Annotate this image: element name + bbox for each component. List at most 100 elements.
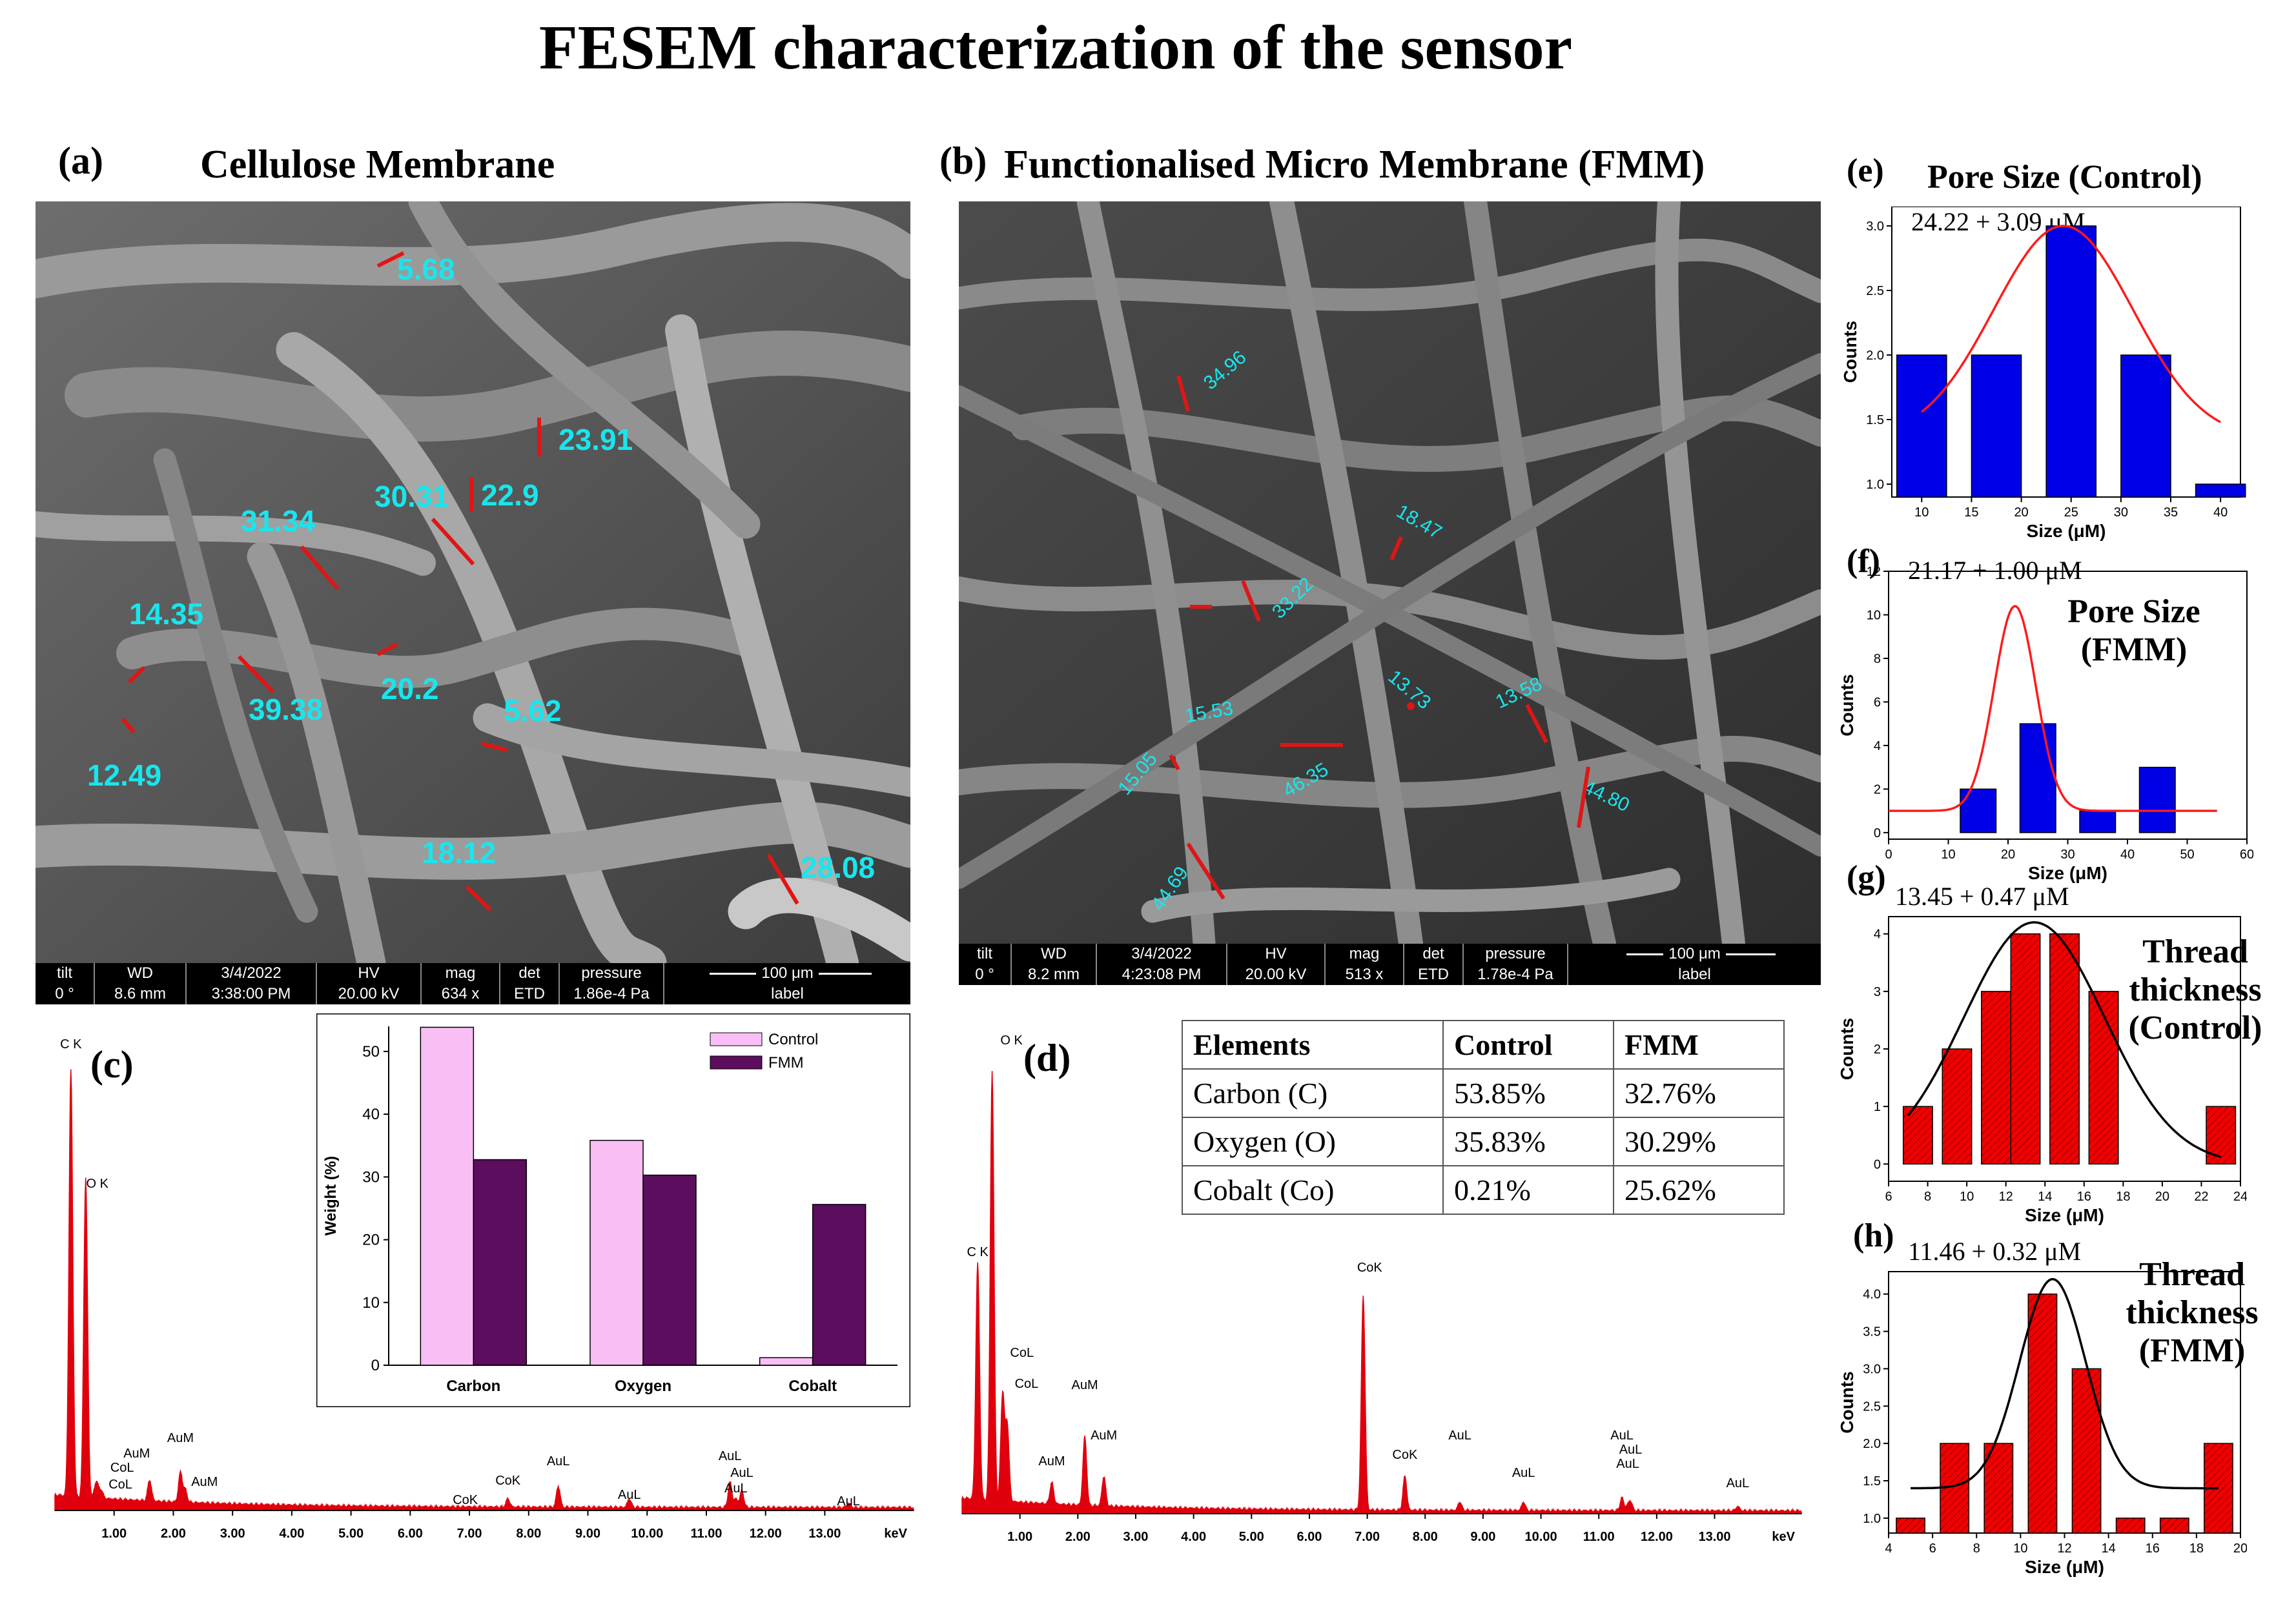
panel-e-title: Pore Size (Control) xyxy=(1927,159,2202,196)
x-tick-label: Carbon xyxy=(446,1377,500,1395)
fit-curve xyxy=(1889,605,2217,812)
x-tick-label: 18 xyxy=(2116,1190,2130,1204)
measurement-arrows xyxy=(121,251,799,912)
x-tick-label: 20 xyxy=(2014,505,2028,520)
measurement-label: 5.62 xyxy=(504,694,562,727)
x-tick-label: 25 xyxy=(2064,505,2078,520)
measurement-label: 12.49 xyxy=(87,758,162,792)
x-axis-label: Size (μM) xyxy=(2025,1557,2104,1577)
x-tick-label: 7.00 xyxy=(1355,1530,1380,1543)
bar-fmm xyxy=(473,1159,528,1366)
y-tick-label: 3.0 xyxy=(1866,219,1884,234)
x-tick-label: 5.00 xyxy=(338,1527,364,1541)
peak-label: AuL xyxy=(1727,1476,1750,1490)
panel-g-title: Thread thickness (Control) xyxy=(2108,933,2282,1047)
panel-h-title: Thread thickness (FMM) xyxy=(2108,1255,2276,1370)
panel-f-title-line: Pore Size xyxy=(2067,593,2200,630)
y-tick-label: 20 xyxy=(362,1232,380,1249)
histogram-bar xyxy=(1942,1048,1973,1165)
peak-label: AuM xyxy=(1091,1428,1117,1443)
table-cell: Carbon (C) xyxy=(1182,1068,1444,1118)
panel-c-label: (c) xyxy=(90,1043,134,1086)
y-tick-label: 3 xyxy=(1874,985,1881,999)
histogram-thread-fmm: 4 6 8 10 12 14 16 18 20 1.0 1.5 2.0 2.5 3.0 3.5 4.0 Size… xyxy=(1837,1271,2247,1577)
peak-label: CoL xyxy=(108,1478,132,1492)
x-tick-label: 20 xyxy=(2001,848,2015,862)
info-label: label xyxy=(1678,966,1711,983)
x-tick-label: 40 xyxy=(2120,848,2135,862)
peak-label: CoL xyxy=(1010,1346,1034,1360)
x-tick-label: 11.00 xyxy=(1583,1530,1615,1543)
panel-f-annotation: 21.17 + 1.00 μM xyxy=(1908,556,2082,585)
measurement-label: 5.68 xyxy=(397,252,455,286)
panel-a-label: (a) xyxy=(58,139,103,182)
element-table: Elements Control FMM Carbon (C) 53.85% 3… xyxy=(1182,1020,1785,1215)
bar-control xyxy=(759,1357,814,1366)
table-cell: 0.21% xyxy=(1442,1165,1614,1215)
panel-g-title-line: Thread xyxy=(2142,933,2248,970)
y-tick-label: 4 xyxy=(1874,928,1881,942)
x-tick-label: 8.00 xyxy=(1413,1530,1438,1543)
histogram-bar xyxy=(2027,1293,2058,1534)
x-tick-label: 20 xyxy=(2155,1190,2169,1204)
x-tick-label: 8 xyxy=(1924,1190,1931,1204)
histogram-bar xyxy=(2195,483,2246,498)
y-tick-label: 1.5 xyxy=(1866,413,1884,427)
x-tick-label: 5.00 xyxy=(1239,1530,1264,1543)
info-value: 0 ° xyxy=(975,966,994,983)
table-cell: 53.85% xyxy=(1442,1068,1614,1118)
y-tick-label: 8 xyxy=(1874,652,1881,666)
table-header: Control xyxy=(1442,1020,1614,1070)
peak-label: AuL xyxy=(1448,1428,1471,1443)
peak-label: AuM xyxy=(123,1447,150,1461)
measurement-label: 23.91 xyxy=(559,423,633,456)
histogram-bar xyxy=(1896,354,1947,498)
fit-curve xyxy=(1911,1277,2219,1490)
y-tick-label: 0 xyxy=(371,1357,380,1374)
x-tick-label: 10 xyxy=(2013,1541,2027,1556)
table-cell: 25.62% xyxy=(1613,1165,1785,1215)
info-header: det xyxy=(1422,945,1444,962)
panel-h-title-line: Thread xyxy=(2139,1256,2245,1293)
x-tick-label: 2.00 xyxy=(161,1527,186,1541)
y-tick-label: 50 xyxy=(362,1043,380,1061)
spectrum-area xyxy=(54,1069,914,1511)
peak-label: CoL xyxy=(110,1461,134,1475)
info-header: 3/4/2022 xyxy=(1131,945,1192,962)
x-tick-label: 10.00 xyxy=(1525,1530,1557,1543)
x-tick-label: 3.00 xyxy=(220,1527,245,1541)
x-tick-label: 12.00 xyxy=(750,1527,782,1541)
y-axis-label: Weight (%) xyxy=(322,1156,340,1236)
y-tick-label: 10 xyxy=(362,1294,380,1312)
histogram-bar xyxy=(2206,1106,2237,1165)
y-tick-label: 2.5 xyxy=(1866,284,1884,298)
scale-bar-label: 100 μm xyxy=(1663,945,1726,962)
legend-label: Control xyxy=(768,1031,818,1048)
fiber-texture xyxy=(959,201,1821,944)
x-axis-label: Size (μM) xyxy=(2025,1205,2104,1225)
scale-bar: 100 μm xyxy=(1568,944,1821,964)
peak-label: AuL xyxy=(618,1488,641,1502)
scale-bar: 100 μm xyxy=(664,963,910,984)
x-tick-label: 6.00 xyxy=(1297,1530,1322,1543)
info-header: tilt xyxy=(57,964,72,982)
sem-info-bar-b: tilt 0 ° WD 8.2 mm 3/4/2022 4:23:08 PM HV 20… xyxy=(959,944,1821,985)
panel-h-label: (h) xyxy=(1853,1217,1894,1254)
y-tick-label: 2 xyxy=(1874,782,1881,797)
table-row: Oxygen (O) 35.83% 30.29% xyxy=(1182,1117,1785,1166)
panel-f-title: Pore Size (FMM) xyxy=(2050,593,2218,669)
info-header: 3/4/2022 xyxy=(221,964,282,982)
x-tick-label: 20 xyxy=(2233,1541,2247,1556)
measurement-label: 30.31 xyxy=(374,480,449,513)
info-value: 8.6 mm xyxy=(114,985,166,1002)
info-header: mag xyxy=(1349,945,1380,962)
histogram-bar xyxy=(1981,991,2011,1165)
y-tick-label: 4.0 xyxy=(1863,1288,1881,1302)
x-tick-label: 9.00 xyxy=(1470,1530,1495,1543)
measurement-label: 22.9 xyxy=(481,478,539,512)
measurement-label: 14.35 xyxy=(129,597,204,631)
histogram-bar xyxy=(2019,723,2056,833)
y-tick-label: 6 xyxy=(1874,695,1881,709)
x-tick-label: 13.00 xyxy=(808,1527,841,1541)
info-header: WD xyxy=(1041,945,1067,962)
